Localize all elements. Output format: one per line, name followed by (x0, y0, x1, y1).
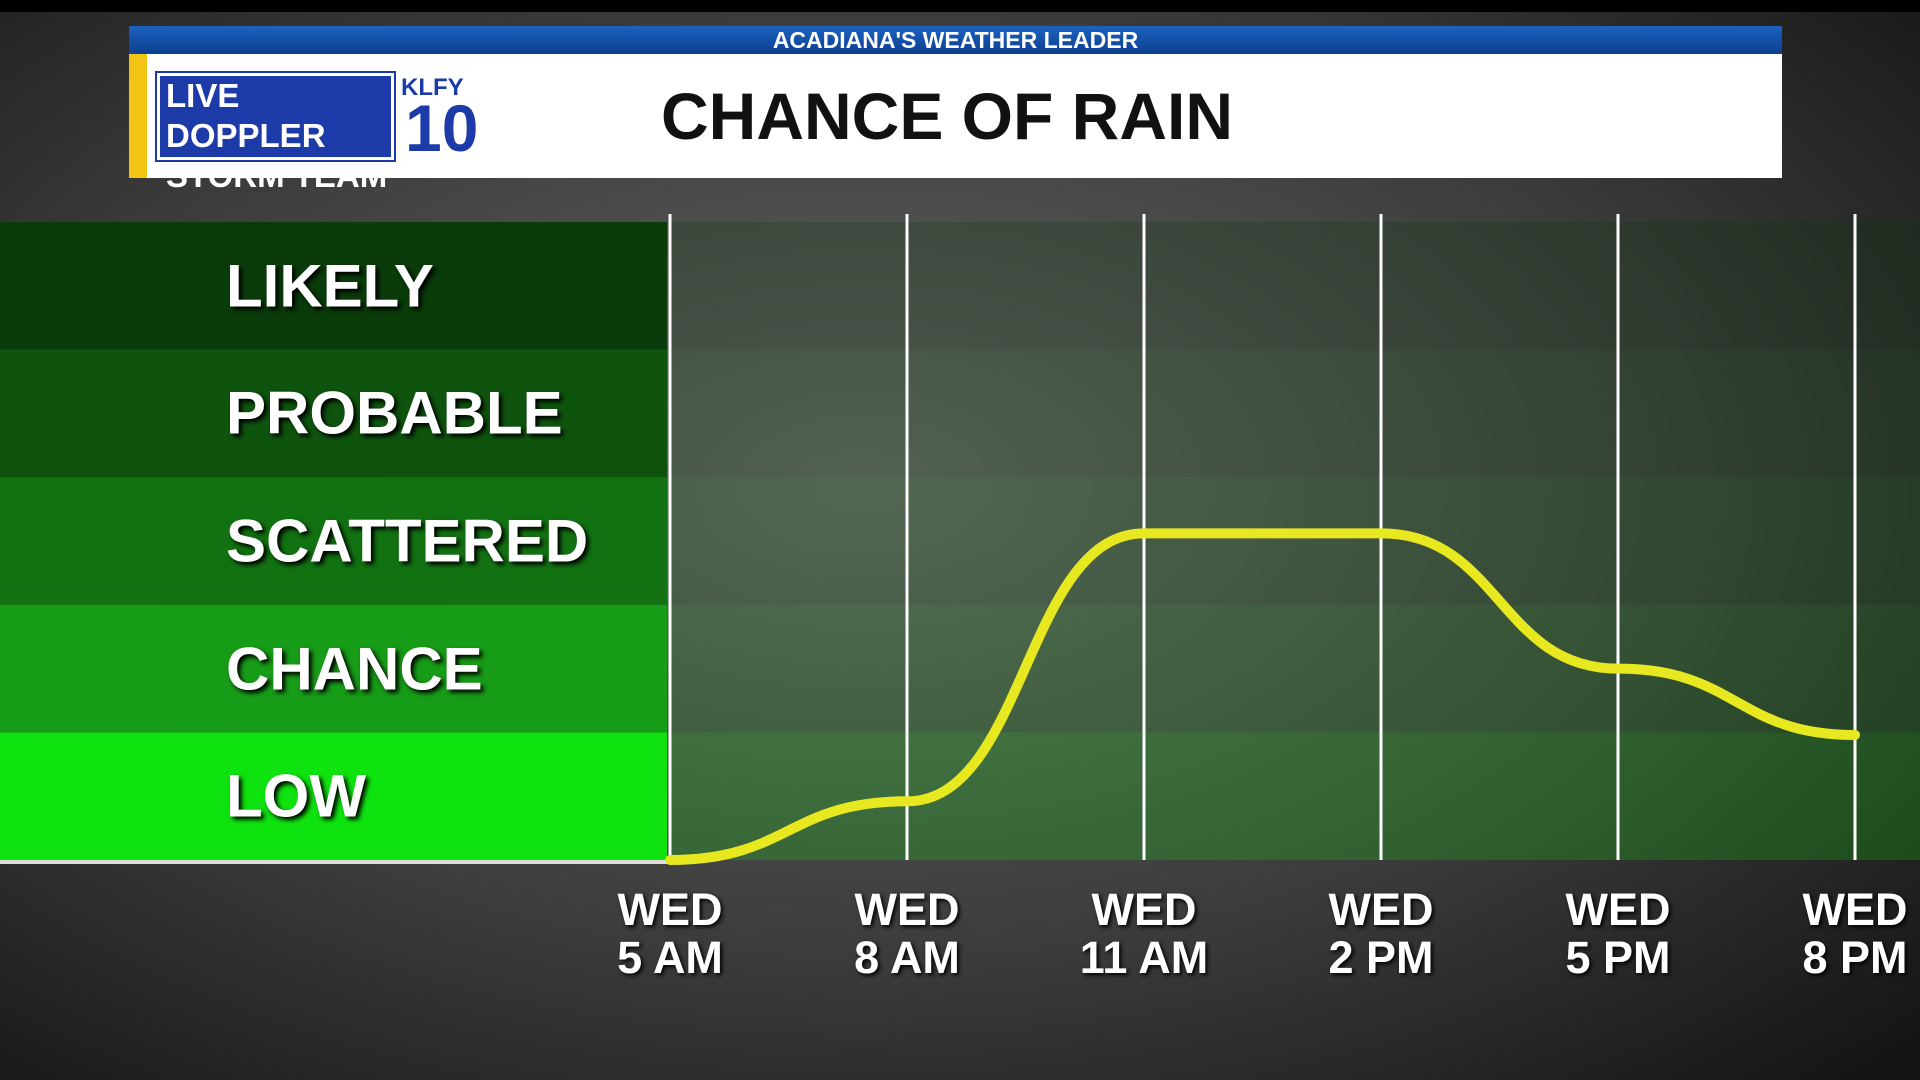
y-band (0, 222, 667, 350)
plot-band (670, 732, 1920, 860)
logo-text: LIVE DOPPLER (166, 77, 326, 154)
x-tick-label: WED 5 AM (617, 884, 723, 983)
banner: ACADIANA'S WEATHER LEADER (129, 26, 1782, 54)
y-tick-label: CHANCE (226, 635, 483, 703)
y-band (0, 477, 667, 605)
x-tick-label: WED 2 PM (1328, 884, 1434, 983)
channel: 10 (405, 91, 479, 165)
rain-line (665, 528, 1860, 865)
logo-text: STORM TEAM (166, 157, 388, 194)
y-tick-label: SCATTERED (226, 507, 589, 575)
baseline (0, 860, 670, 864)
plot-band (670, 222, 1920, 350)
y-band (0, 604, 667, 733)
chart-title: CHANCE OF RAIN (661, 79, 1233, 153)
x-tick-label: WED 8 PM (1802, 884, 1908, 983)
y-band (0, 349, 667, 478)
x-tick-label: WED 5 PM (1565, 884, 1671, 983)
y-tick-label: LOW (226, 762, 366, 830)
plot-band (670, 477, 1920, 605)
station: KLFY (401, 74, 464, 101)
y-band (0, 732, 667, 860)
x-tick-label: WED 8 AM (854, 884, 960, 983)
plot-band (670, 349, 1920, 478)
x-tick-label: WED 11 AM (1079, 884, 1209, 983)
y-tick-label: LIKELY (226, 252, 434, 320)
logo: LIVE DOPPLER STORM TEAM (155, 71, 396, 194)
top-edge (0, 0, 1920, 12)
plot-band (670, 604, 1920, 733)
header (129, 54, 1782, 178)
y-tick-label: PROBABLE (226, 379, 563, 447)
station-logo: 10 KLFY (399, 74, 489, 165)
